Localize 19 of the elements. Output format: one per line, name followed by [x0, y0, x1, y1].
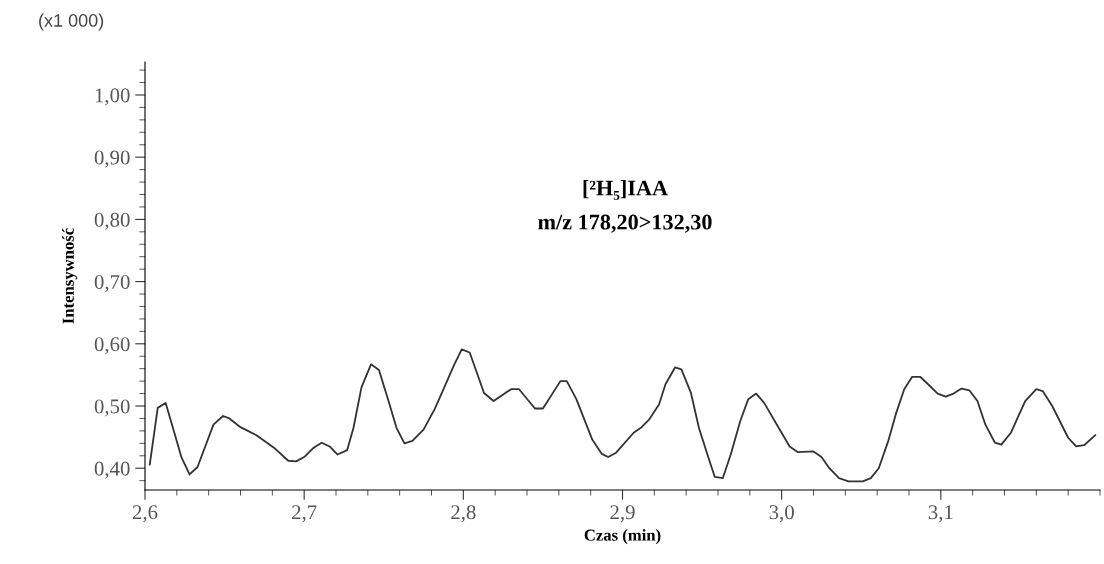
y-tick-label: 0,60	[94, 337, 130, 355]
y-tick-label: 0,90	[94, 150, 130, 168]
y-tick-label: 0,70	[94, 274, 130, 293]
x-tick-label: 2,8	[451, 505, 476, 523]
y-axis-title: Intensywność	[62, 228, 78, 324]
text: (x1 000)	[39, 13, 104, 31]
x-tick-label: 2,7	[292, 505, 317, 523]
y-tick-label: 0,40	[94, 461, 130, 479]
x-axis-title: Czas (min)	[584, 529, 661, 545]
annotation: [²H₅]IAA	[583, 179, 668, 200]
y-tick-label: 0,50	[94, 399, 130, 417]
x-tick-label: 2,6	[132, 505, 158, 523]
y-tick-label: 0,80	[94, 212, 130, 230]
y-tick-label: 1,00	[95, 88, 130, 106]
x-tick-label: 3,1	[928, 505, 953, 523]
x-tick-label: 2,9	[610, 505, 635, 523]
x-tick-label: 3,0	[769, 505, 794, 523]
line-series	[148, 348, 1097, 483]
annotation: m/z 178,20>132,30	[538, 214, 712, 233]
